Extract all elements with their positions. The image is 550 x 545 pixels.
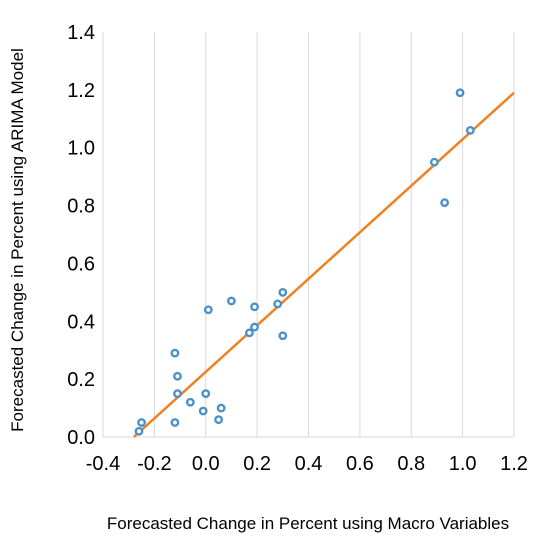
data-point [214, 415, 223, 425]
tick-labels: -0.4 -0.2 0.0 0.2 0.4 0.6 0.8 1.0 1.2 0.0 0.2 0.4 0.… [67, 22, 528, 475]
x-tick-label: 0.4 [295, 453, 323, 475]
trendline-layer [132, 91, 515, 438]
data-point [440, 198, 450, 208]
y-tick-label: 0.6 [67, 253, 95, 275]
x-tick-label: 1.2 [500, 453, 528, 475]
data-point [250, 322, 259, 332]
y-axis-label: Forecasted Change in Percent using ARIMA… [8, 48, 27, 432]
data-point [170, 348, 180, 358]
y-tick-label: 0.0 [67, 427, 95, 449]
data-point [455, 88, 465, 98]
y-tick-label: 0.8 [67, 196, 95, 218]
x-tick-label: 1.0 [449, 453, 477, 475]
x-tick-label: 0.2 [243, 453, 271, 475]
data-point [173, 371, 182, 381]
data-point [227, 296, 236, 306]
x-tick-label: -0.4 [86, 453, 120, 475]
data-point [185, 397, 195, 407]
data-point [170, 418, 180, 427]
y-tick-label: 1.0 [67, 138, 95, 160]
x-tick-label: -0.2 [137, 453, 171, 475]
y-tick-label: 1.4 [67, 22, 95, 44]
points-layer [134, 88, 475, 436]
x-tick-label: 0.0 [192, 453, 220, 475]
data-point [203, 305, 213, 315]
x-tick-label: 0.6 [346, 453, 374, 475]
data-point [134, 426, 144, 436]
data-point [173, 389, 182, 399]
data-point [429, 157, 439, 167]
y-tick-label: 0.2 [67, 369, 95, 391]
data-point [137, 418, 146, 427]
grid-lines [102, 32, 515, 437]
data-point [245, 328, 254, 338]
data-point [465, 125, 475, 135]
y-tick-label: 1.2 [67, 80, 95, 102]
data-point [198, 406, 208, 416]
trendline [132, 91, 515, 438]
y-tick-label: 0.4 [67, 311, 95, 333]
data-point [273, 299, 283, 309]
data-point [278, 331, 288, 341]
data-point [216, 403, 226, 413]
data-point [278, 287, 288, 297]
x-axis-label: Forecasted Change in Percent using Macro… [107, 514, 509, 533]
x-tick-label: 0.8 [397, 453, 425, 475]
data-point [250, 302, 259, 312]
data-point [201, 389, 211, 399]
